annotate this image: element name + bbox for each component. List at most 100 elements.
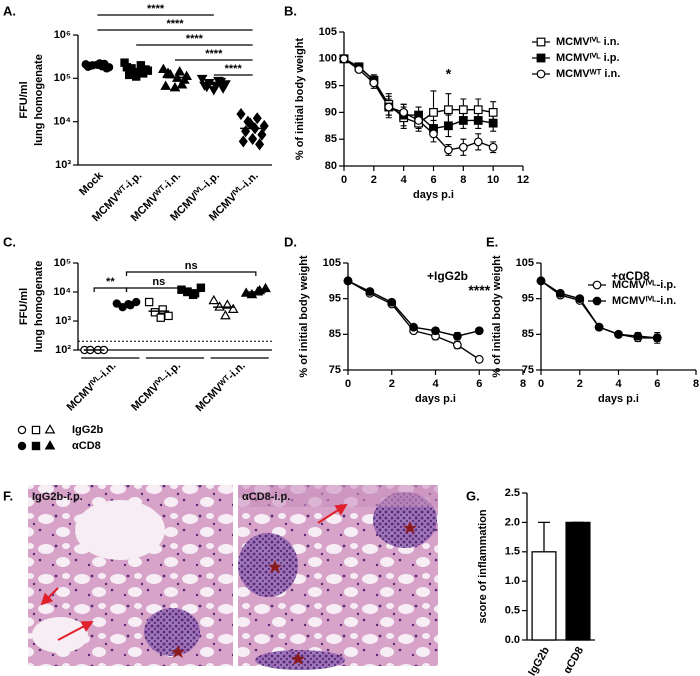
panel-label: D. (284, 234, 297, 249)
marker (343, 276, 353, 286)
marker (255, 138, 265, 151)
legend-label: MCMVᴵⱽᴸ i.p. (556, 52, 620, 64)
series-line (343, 58, 494, 151)
marker (429, 107, 438, 117)
marker (387, 297, 397, 307)
x-tick-label: Mock (77, 169, 106, 198)
y-axis-label: score of inflammation (477, 509, 489, 624)
marker (452, 340, 462, 350)
marker (248, 132, 258, 145)
marker (458, 142, 468, 152)
marker (488, 142, 498, 152)
marker (399, 107, 409, 117)
histology-panel: F. IgG2b-i.p. αCD8-i.p. (3, 485, 438, 670)
significance-label: **** (166, 18, 184, 30)
marker (257, 128, 267, 141)
annotation: **** (468, 282, 490, 298)
x-tick-label: MCMVᵂᵀ-i.n. (193, 360, 247, 414)
legend-marker (17, 425, 27, 435)
marker (444, 105, 453, 115)
x-tick-label: 0 (538, 378, 544, 390)
legend-marker (592, 280, 602, 290)
marker (260, 282, 271, 293)
y-tick-label: 10² (55, 344, 71, 356)
legend-marker (31, 425, 41, 435)
y-tick-label: 80 (325, 160, 337, 172)
marker (158, 63, 169, 73)
y-tick-label: 10³ (55, 159, 71, 171)
x-tick-label: 8 (693, 378, 699, 390)
panel-label: F. (3, 488, 13, 503)
marker (222, 299, 233, 309)
legend-marker (44, 424, 56, 434)
y-axis-label: % of initial body weight (294, 38, 306, 161)
marker (409, 322, 419, 332)
panel-label: A. (3, 3, 16, 18)
marker (614, 329, 623, 339)
marker (354, 65, 364, 74)
y-tick-label: 85 (325, 133, 337, 145)
error-bar (538, 521, 550, 552)
marker (100, 59, 109, 69)
y-tick-label: 105 (319, 26, 337, 38)
y-tick-label: 95 (325, 80, 337, 92)
marker (555, 288, 565, 298)
marker (458, 116, 468, 125)
marker (369, 78, 379, 88)
panel-label: B. (284, 3, 297, 18)
marker (473, 137, 483, 147)
marker (208, 294, 220, 305)
x-tick-label: 10 (487, 174, 499, 186)
marker (452, 331, 462, 341)
y-tick-label: 10⁵ (54, 72, 71, 84)
marker (594, 322, 604, 332)
significance-label: ns (185, 260, 198, 272)
marker (444, 145, 453, 155)
y-axis-label: % of initial body weight (298, 255, 310, 378)
y-tick-label: 75 (329, 364, 341, 376)
marker (125, 70, 134, 80)
y-tick-label: 100 (319, 53, 337, 65)
marker (164, 311, 173, 321)
legend-marker (536, 53, 546, 63)
marker (652, 333, 662, 343)
x-tick-label: 8 (520, 378, 526, 390)
marker (188, 290, 198, 300)
y-tick-label: 0.5 (505, 605, 520, 617)
marker (458, 105, 468, 115)
marker (122, 63, 132, 72)
y-tick-label: 95 (329, 293, 341, 305)
marker (162, 67, 174, 77)
y-tick-label: 85 (522, 328, 534, 340)
chart-title: +IgG2b (427, 269, 468, 283)
y-tick-label: 2.0 (505, 516, 520, 528)
panel-label: E. (486, 234, 498, 249)
y-tick-label: 10⁴ (53, 286, 71, 298)
legend-marker (536, 37, 546, 47)
marker (169, 82, 181, 92)
x-axis-label: days p.i (598, 393, 639, 405)
marker (536, 276, 546, 286)
significance-label: **** (186, 33, 204, 45)
marker (156, 313, 165, 322)
significance-label: **** (205, 48, 223, 60)
y-axis-label: lung homogenate (33, 261, 45, 353)
marker (365, 287, 375, 296)
y-tick-label: 1.0 (505, 575, 520, 587)
marker (474, 354, 484, 364)
y-tick-label: 85 (329, 328, 341, 340)
y-tick-label: 90 (325, 106, 337, 118)
legend-marker (31, 441, 41, 451)
marker (144, 297, 154, 307)
marker (215, 77, 227, 88)
x-tick-label: 12 (517, 174, 529, 186)
y-tick-label: 10⁴ (53, 116, 71, 128)
bar (565, 521, 591, 641)
x-tick-label: 2 (577, 378, 583, 390)
y-tick-label: 0.0 (505, 634, 520, 646)
marker (132, 72, 141, 81)
marker (429, 129, 438, 139)
marker (474, 326, 484, 336)
marker (339, 54, 349, 64)
